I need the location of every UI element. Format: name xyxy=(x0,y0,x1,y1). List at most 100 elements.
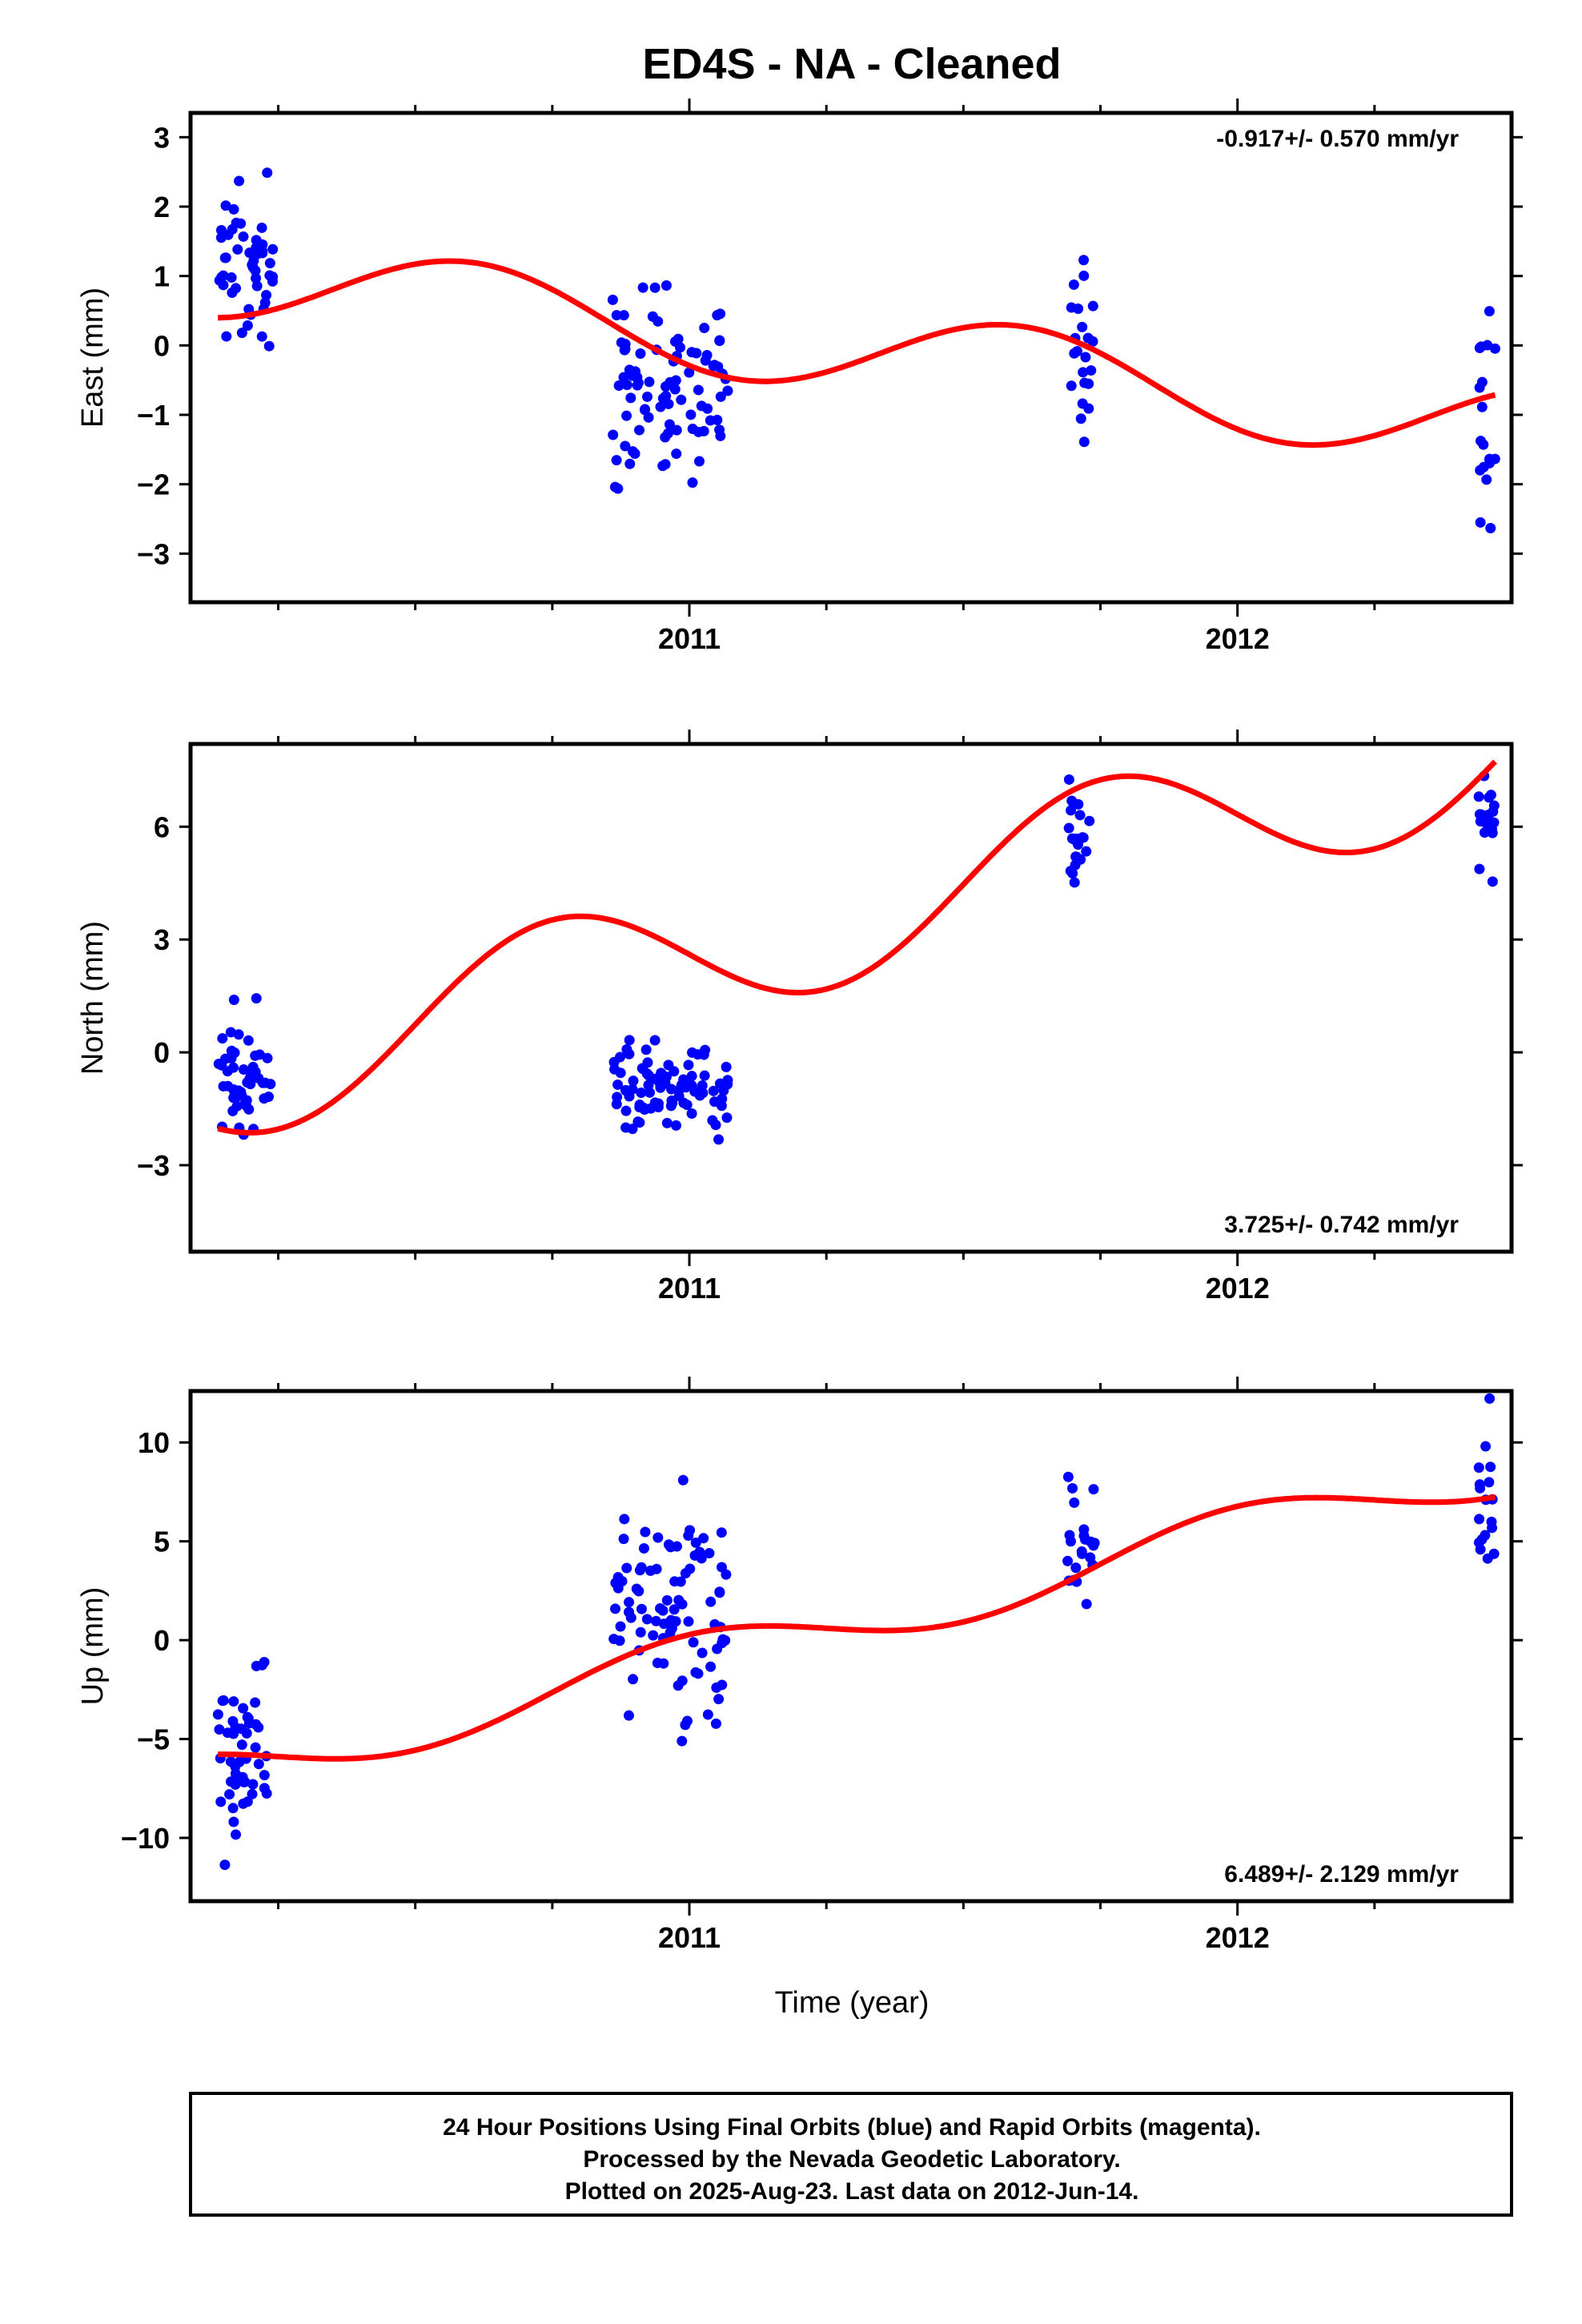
east-data-point xyxy=(264,270,275,281)
east-data-point xyxy=(676,394,687,405)
east-data-point xyxy=(1080,352,1091,363)
up-data-point xyxy=(235,1723,247,1735)
panel-up: −10 −5 0 5 10 2011 2012 Up (mm) 6.489+/- 2.129 m… xyxy=(76,1377,1523,1954)
up-data-point xyxy=(259,1656,270,1667)
north-data-point xyxy=(220,1053,231,1064)
north-data-point xyxy=(222,1066,233,1077)
east-data-point xyxy=(647,311,658,322)
up-x-tick-label: 2012 xyxy=(1206,1921,1270,1954)
north-data-point xyxy=(644,1087,656,1098)
north-data-point xyxy=(1483,810,1494,821)
east-data-point xyxy=(663,398,674,409)
east-data-point xyxy=(714,335,725,346)
up-data-point xyxy=(651,1563,662,1574)
up-data-point xyxy=(688,1637,699,1648)
up-data-point xyxy=(650,1615,661,1626)
east-data-point xyxy=(1066,380,1077,392)
up-data-point xyxy=(1070,1562,1082,1574)
east-data-point xyxy=(1475,517,1486,528)
up-data-point xyxy=(657,1605,669,1616)
up-data-point xyxy=(1475,1482,1486,1494)
up-y-tick-label: 10 xyxy=(138,1426,170,1459)
north-data-point xyxy=(1473,791,1484,802)
x-axis-label: Time (year) xyxy=(775,1986,930,2020)
up-data-point xyxy=(1088,1484,1099,1495)
north-y-tick-label: −3 xyxy=(137,1149,170,1182)
east-data-point xyxy=(1078,255,1090,266)
up-data-point xyxy=(615,1621,626,1632)
north-data-point xyxy=(1084,815,1095,826)
up-data-point xyxy=(215,1796,227,1807)
north-data-point xyxy=(243,1035,254,1046)
east-data-point xyxy=(661,280,672,292)
east-y-axis-label: East (mm) xyxy=(76,287,110,428)
up-data-point xyxy=(693,1668,704,1679)
up-data-point xyxy=(1484,1393,1496,1404)
up-data-point xyxy=(612,1572,624,1583)
footer-line-2: Processed by the Nevada Geodetic Laborat… xyxy=(583,2146,1120,2173)
north-data-point xyxy=(713,1134,725,1145)
east-data-point xyxy=(216,271,227,283)
up-data-point xyxy=(1076,1548,1087,1559)
up-data-point xyxy=(250,1742,261,1753)
east-points xyxy=(214,167,1500,534)
up-data-point xyxy=(713,1694,725,1705)
east-data-point xyxy=(1484,306,1495,317)
north-points xyxy=(213,770,1500,1145)
east-data-point xyxy=(611,310,622,321)
north-data-point xyxy=(265,1079,276,1090)
up-data-point xyxy=(227,1803,239,1814)
east-data-point xyxy=(256,245,267,256)
east-data-point xyxy=(264,258,275,269)
up-y-tick-label: −10 xyxy=(121,1822,170,1855)
east-data-point xyxy=(669,384,681,395)
up-data-point xyxy=(648,1630,659,1641)
east-data-point xyxy=(687,423,698,434)
up-data-point xyxy=(214,1724,225,1735)
up-data-point xyxy=(217,1695,228,1707)
east-data-point xyxy=(660,459,671,470)
north-data-point xyxy=(663,1059,674,1071)
footer-line-3: Plotted on 2025-Aug-23. Last data on 201… xyxy=(565,2178,1139,2205)
north-data-point xyxy=(714,1078,725,1089)
east-data-point xyxy=(608,429,619,440)
up-data-point xyxy=(714,1587,725,1598)
east-data-point xyxy=(1481,474,1492,485)
north-data-point xyxy=(642,1057,653,1068)
north-y-axis-label: North (mm) xyxy=(76,921,110,1075)
north-y-tick-label: 6 xyxy=(154,810,170,843)
north-data-point xyxy=(641,1068,652,1080)
east-data-point xyxy=(1476,401,1488,412)
up-data-point xyxy=(250,1697,261,1708)
north-data-point xyxy=(1070,834,1081,846)
north-data-point xyxy=(621,1043,632,1055)
up-data-point xyxy=(1081,1598,1092,1610)
east-data-point xyxy=(632,380,643,391)
north-data-point xyxy=(1487,876,1498,887)
up-data-point xyxy=(251,1660,262,1671)
up-data-point xyxy=(1485,1462,1496,1473)
up-data-point xyxy=(219,1860,231,1871)
north-data-point xyxy=(263,1092,274,1103)
east-y-tick-label: 3 xyxy=(154,121,170,154)
north-data-point xyxy=(708,1085,719,1096)
up-data-point xyxy=(661,1594,673,1606)
up-frame xyxy=(188,1389,1514,1904)
east-data-point xyxy=(625,392,636,404)
up-data-point xyxy=(619,1514,630,1525)
up-data-point xyxy=(1488,1548,1500,1559)
up-data-point xyxy=(721,1569,732,1580)
east-y-tick-label: −1 xyxy=(137,399,170,432)
north-data-point xyxy=(624,1035,635,1046)
north-data-point xyxy=(1484,792,1495,803)
north-data-point xyxy=(686,1108,697,1120)
north-data-point xyxy=(634,1117,645,1128)
up-data-point xyxy=(259,1770,270,1781)
up-data-point xyxy=(224,1789,235,1800)
chart-title: ED4S - NA - Cleaned xyxy=(642,40,1061,88)
east-data-point xyxy=(627,446,638,457)
east-data-point xyxy=(635,348,646,360)
east-data-point xyxy=(256,331,267,342)
up-data-point xyxy=(1480,1441,1492,1452)
north-data-point xyxy=(721,1061,732,1072)
